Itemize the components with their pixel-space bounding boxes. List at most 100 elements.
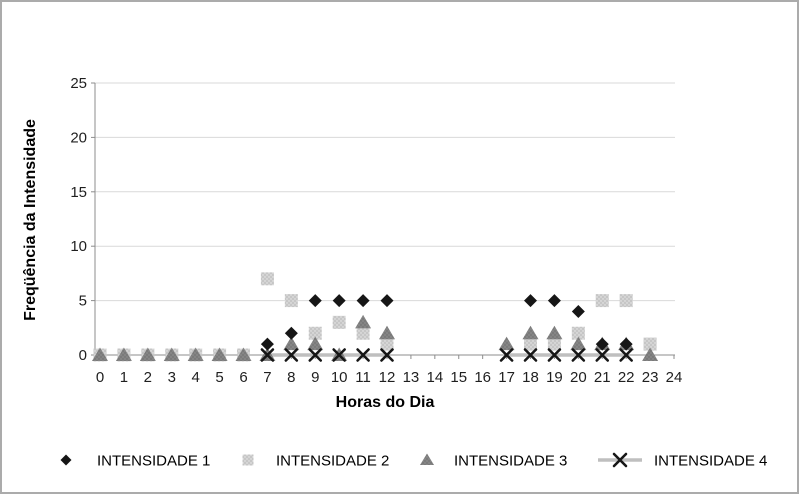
marker-diamond (332, 294, 346, 308)
marker-diamond (260, 337, 274, 351)
marker-triangle (355, 314, 372, 329)
x-tick-label: 5 (215, 369, 223, 386)
marker-triangle (92, 347, 108, 361)
marker-triangle (546, 325, 563, 340)
marker-diamond (284, 326, 298, 340)
x-tick-label: 19 (546, 369, 563, 386)
x-tick-label: 6 (239, 369, 247, 386)
marker-triangle (420, 453, 434, 465)
y-tick-label: 20 (70, 129, 87, 146)
x-tick-label: 16 (474, 369, 491, 386)
marker-x (547, 348, 562, 362)
marker-square (356, 326, 370, 340)
marker-triangle (235, 347, 252, 361)
legend-item: INTENSIDADE 1 (60, 453, 210, 470)
marker-triangle (570, 336, 587, 351)
marker-x (523, 348, 538, 362)
x-tick-label: 2 (144, 369, 152, 386)
marker-x (332, 348, 346, 362)
marker-triangle (139, 347, 156, 361)
marker-triangle (211, 347, 228, 361)
marker-x (571, 348, 586, 362)
marker-square (571, 326, 585, 340)
marker-triangle (379, 325, 395, 340)
marker-x (595, 348, 610, 362)
marker-x (612, 452, 628, 468)
marker-x (284, 348, 299, 362)
marker-triangle (642, 347, 659, 361)
y-axis-title: Freqüência da Intensidade (22, 119, 39, 321)
marker-square (643, 337, 657, 351)
x-tick-label: 21 (594, 369, 611, 386)
marker-square (547, 337, 561, 351)
marker-square (308, 326, 322, 340)
x-tick-label: 17 (498, 369, 515, 386)
x-tick-label: 18 (522, 369, 539, 386)
x-tick-label: 0 (96, 369, 104, 386)
marker-diamond (595, 337, 609, 351)
x-tick-label: 7 (263, 369, 271, 386)
legend-label: INTENSIDADE 1 (97, 453, 210, 470)
marker-triangle (163, 347, 180, 361)
x-tick-label: 4 (191, 369, 199, 386)
marker-triangle (115, 347, 132, 361)
legend-item: INTENSIDADE 2 (242, 453, 389, 470)
marker-diamond (547, 294, 561, 308)
x-tick-label: 10 (331, 369, 348, 386)
marker-diamond (60, 454, 72, 466)
marker-diamond (308, 294, 322, 308)
marker-square (332, 315, 346, 329)
marker-diamond (619, 337, 633, 351)
x-axis-title: Horas do Dia (335, 394, 435, 411)
marker-triangle (283, 336, 300, 351)
marker-triangle (307, 336, 324, 351)
x-tick-label: 13 (403, 369, 420, 386)
x-tick-label: 15 (450, 369, 467, 386)
x-tick-label: 12 (379, 369, 396, 386)
marker-square (284, 294, 298, 308)
marker-triangle (187, 347, 204, 361)
marker-triangle (498, 336, 515, 351)
marker-x (260, 348, 275, 362)
marker-square (260, 272, 274, 286)
x-tick-label: 23 (642, 369, 659, 386)
marker-triangle (522, 325, 539, 340)
x-tick-label: 9 (311, 369, 319, 386)
y-tick-label: 0 (79, 347, 87, 364)
x-tick-label: 8 (287, 369, 295, 386)
marker-diamond (571, 304, 585, 318)
marker-square (524, 337, 537, 351)
marker-square (595, 294, 609, 308)
marker-diamond (356, 294, 370, 308)
x-tick-label: 24 (666, 369, 683, 386)
marker-x (356, 348, 370, 362)
marker-x (619, 348, 633, 362)
marker-diamond (380, 294, 394, 308)
marker-x (380, 348, 394, 362)
marker-x (308, 348, 323, 362)
legend-label: INTENSIDADE 2 (276, 453, 389, 470)
chart-legend: INTENSIDADE 1 INTENSIDADE 2 INTENSIDADE 3 I… (60, 453, 767, 470)
legend-label: INTENSIDADE 4 (654, 453, 767, 470)
marker-diamond (524, 294, 537, 308)
x-tick-label: 11 (355, 369, 371, 386)
marker-square (380, 337, 394, 351)
y-tick-label: 5 (79, 293, 87, 310)
x-tick-label: 1 (120, 369, 128, 386)
y-tick-label: 15 (70, 184, 87, 201)
marker-square (619, 294, 633, 308)
legend-item: INTENSIDADE 4 (598, 453, 767, 470)
x-tick-label: 14 (426, 369, 443, 386)
legend-item: INTENSIDADE 3 (420, 453, 567, 470)
x-tick-label: 3 (168, 369, 176, 386)
marker-square (242, 454, 254, 466)
marker-x (499, 348, 514, 362)
x-tick-label: 22 (618, 369, 635, 386)
y-tick-label: 25 (70, 75, 87, 92)
x-tick-label: 20 (570, 369, 587, 386)
y-tick-label: 10 (70, 238, 87, 255)
legend-label: INTENSIDADE 3 (454, 453, 567, 470)
